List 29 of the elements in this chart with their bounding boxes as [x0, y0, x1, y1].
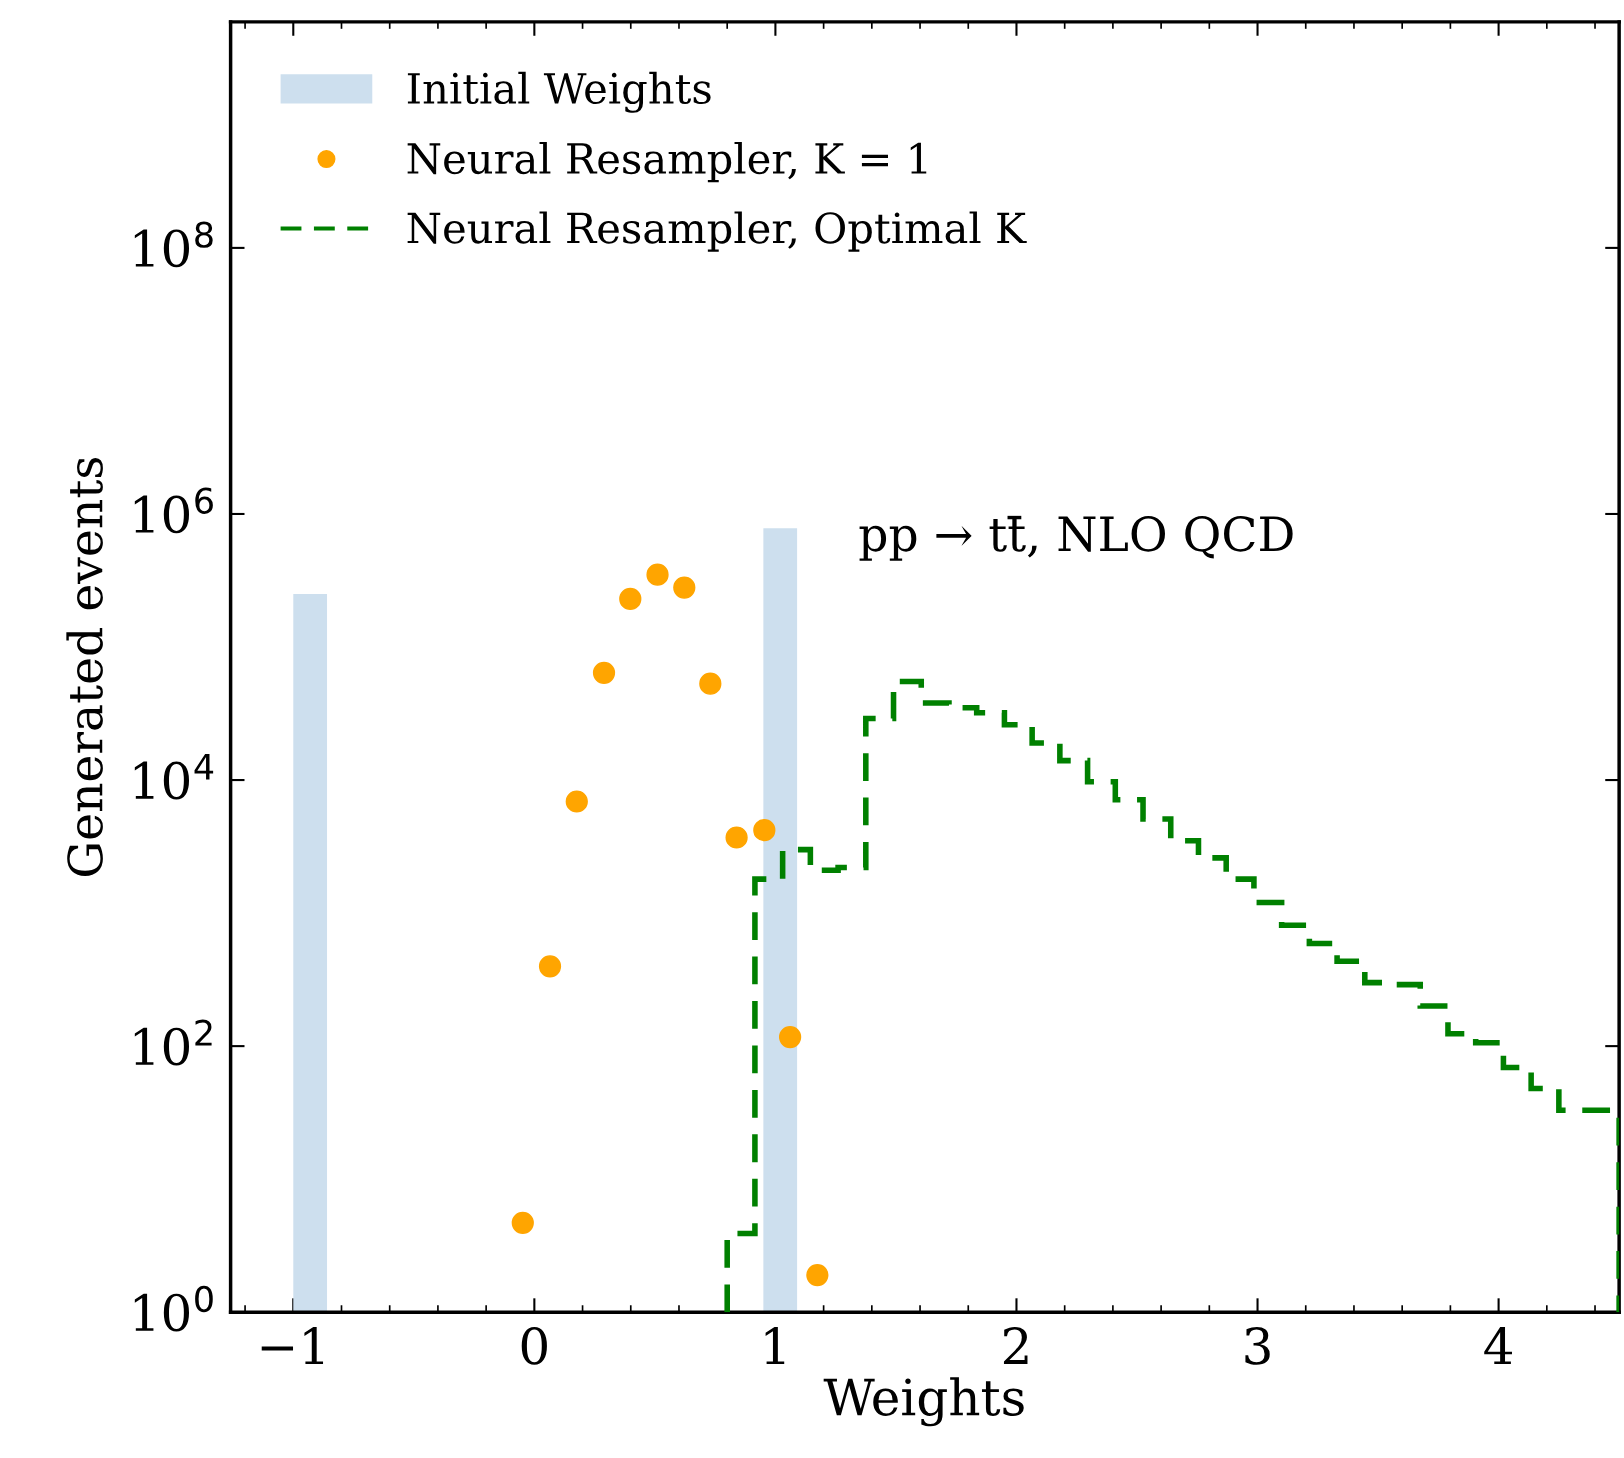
- point: [619, 587, 642, 610]
- y-tick-label: 10$^{2}$: [134, 1019, 212, 1066]
- point: [725, 826, 748, 849]
- point: [511, 1211, 534, 1234]
- y-tick-label: 10$^{0}$: [134, 1285, 213, 1332]
- legend-label: Initial Weights: [407, 71, 711, 113]
- y-axis-title: Generated events: [66, 457, 103, 876]
- point: [699, 672, 722, 695]
- point: [646, 563, 669, 586]
- x-tick-label: −1: [261, 1326, 324, 1365]
- y-tick-label: 10$^{4}$: [134, 754, 214, 800]
- legend-label: Neural Resampler, K = 1: [407, 141, 927, 183]
- point: [673, 576, 696, 599]
- x-tick-label: 3: [1245, 1326, 1270, 1365]
- x-axis-title: Weights: [823, 1377, 1024, 1427]
- y-tick-label: 10$^{8}$: [134, 221, 213, 268]
- point: [592, 661, 616, 684]
- x-tick-label: 0: [521, 1326, 547, 1365]
- annotation: pp → tt̄, NLO QCD: [859, 515, 1293, 561]
- y-tick-label: 10$^{6}$: [134, 487, 213, 534]
- point: [538, 955, 562, 978]
- legend-label: Neural Resampler, Optimal K: [407, 211, 1027, 252]
- x-tick-label: 4: [1484, 1326, 1512, 1365]
- point: [779, 1025, 802, 1049]
- x-tick-label: 1: [765, 1326, 785, 1365]
- x-tick-label: 2: [1003, 1326, 1028, 1365]
- point: [806, 1264, 829, 1287]
- point: [565, 790, 588, 813]
- point: [753, 819, 776, 842]
